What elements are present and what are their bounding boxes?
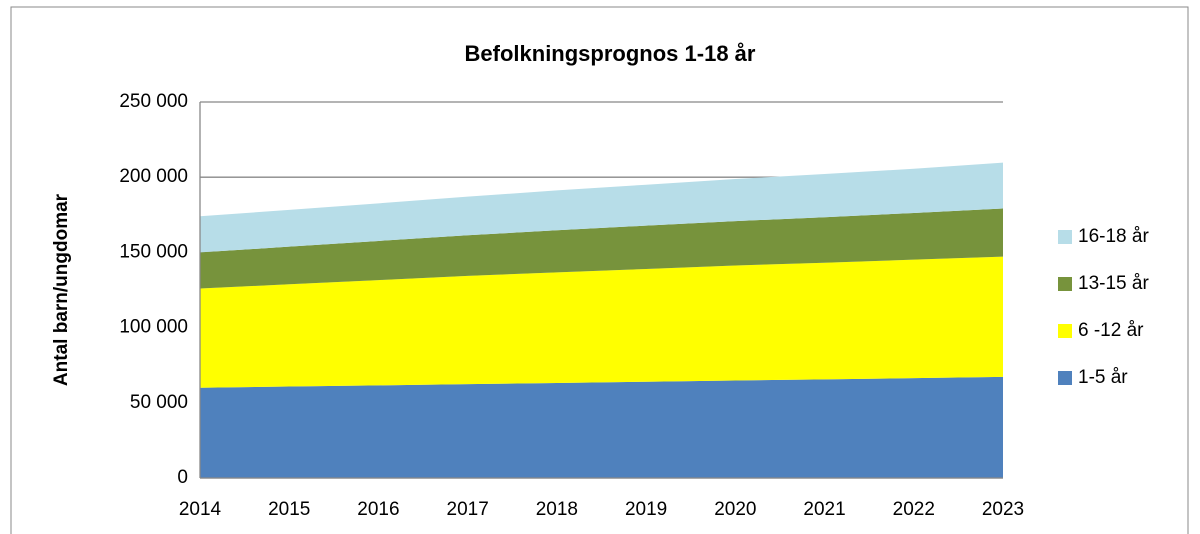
y-tick-label: 200 000 bbox=[119, 166, 188, 187]
x-tick-label: 2022 bbox=[893, 499, 935, 520]
x-tick-label: 2020 bbox=[714, 499, 756, 520]
legend-label: 1-5 år bbox=[1078, 367, 1128, 388]
area bbox=[200, 376, 1003, 478]
area bbox=[200, 208, 1003, 289]
legend-label: 16-18 år bbox=[1078, 226, 1149, 247]
x-tick-label: 2014 bbox=[179, 499, 222, 520]
area bbox=[200, 162, 1003, 253]
legend-swatch bbox=[1058, 230, 1072, 244]
y-tick-label: 100 000 bbox=[119, 317, 188, 338]
y-tick-label: 50 000 bbox=[130, 392, 188, 413]
legend-swatch bbox=[1058, 371, 1072, 385]
legend-swatch bbox=[1058, 324, 1072, 338]
x-tick-label: 2016 bbox=[357, 499, 399, 520]
legend-swatch bbox=[1058, 277, 1072, 291]
x-tick-label: 2017 bbox=[447, 499, 489, 520]
y-tick-label: 250 000 bbox=[119, 91, 188, 112]
x-tick-label: 2015 bbox=[268, 499, 310, 520]
x-tick-label: 2021 bbox=[803, 499, 845, 520]
x-tick-label: 2018 bbox=[536, 499, 578, 520]
y-tick-label: 150 000 bbox=[119, 241, 188, 262]
x-tick-label: 2023 bbox=[982, 499, 1024, 520]
y-tick-label: 0 bbox=[177, 467, 188, 488]
y-axis-label: Antal barn/ungdomar bbox=[51, 193, 72, 386]
chart-title: Befolkningsprognos 1-18 år bbox=[465, 41, 756, 66]
x-tick-label: 2019 bbox=[625, 499, 667, 520]
area bbox=[200, 256, 1003, 388]
legend-label: 6 -12 år bbox=[1078, 320, 1144, 341]
legend-label: 13-15 år bbox=[1078, 273, 1149, 294]
